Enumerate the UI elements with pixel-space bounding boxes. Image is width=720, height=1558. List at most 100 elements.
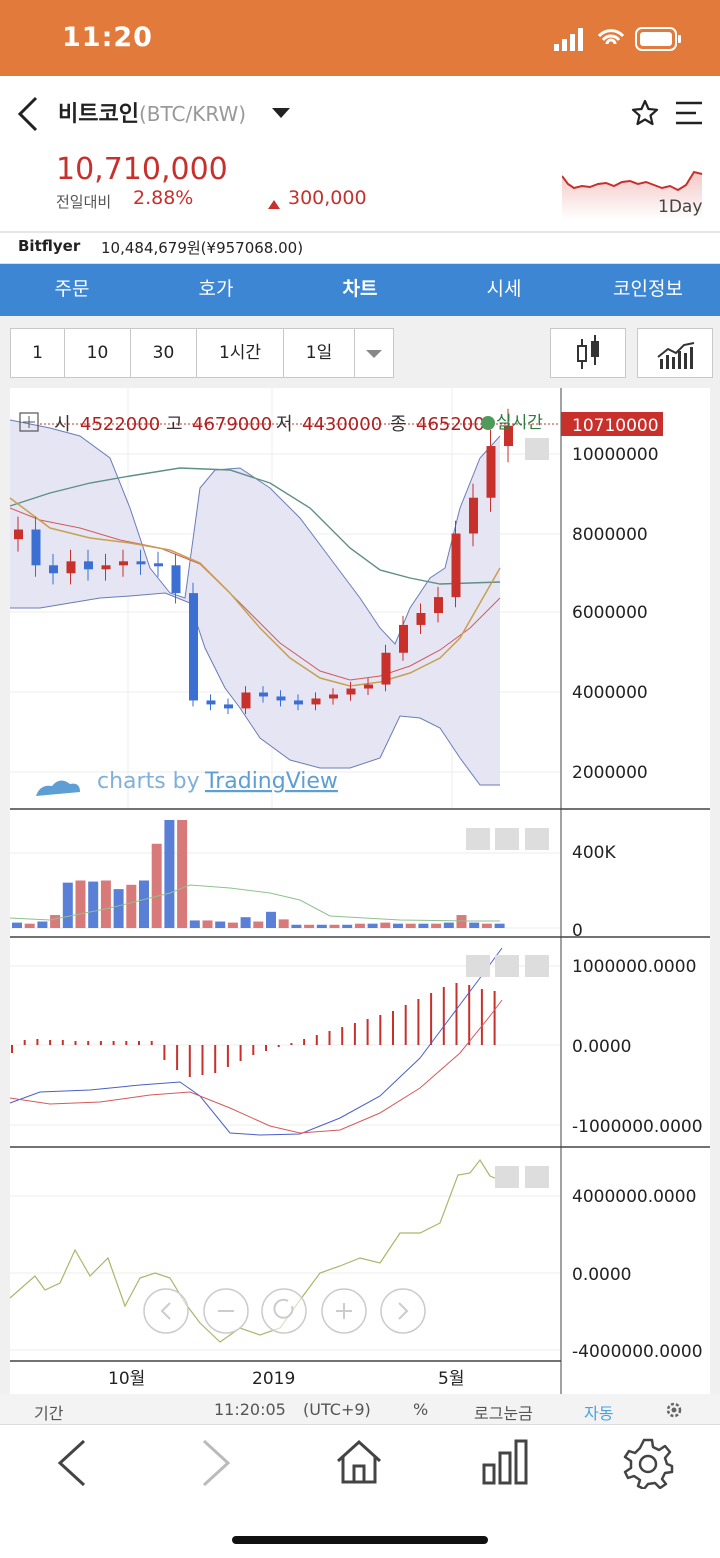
- candle: [259, 692, 268, 697]
- close-label: 종: [390, 414, 407, 435]
- volume-bar: [202, 920, 213, 928]
- price-tick-2m: 2000000: [572, 763, 648, 783]
- reset-icon: [273, 1298, 294, 1319]
- tab-orderbook[interactable]: 호가: [198, 278, 234, 300]
- volume-bar: [139, 880, 149, 928]
- volume-bar: [266, 911, 276, 928]
- volume-bar: [50, 915, 61, 928]
- reset-zoom-button: [261, 1288, 307, 1334]
- volume-bar: [227, 922, 238, 928]
- settings-icon[interactable]: [622, 1437, 674, 1489]
- low-label: 저: [276, 414, 293, 435]
- chart-area[interactable]: 시 4522000 고 4679000 저 4430000 종 465200 실…: [0, 388, 720, 1394]
- ma-long-line: [9, 497, 501, 687]
- sparkline-label: 1Day: [658, 197, 703, 217]
- price-tick-10m: 10000000: [572, 445, 659, 465]
- nav-back-icon[interactable]: [52, 1437, 92, 1489]
- change-value: 300,000: [288, 187, 367, 209]
- candle: [329, 694, 338, 699]
- home-icon[interactable]: [334, 1439, 384, 1485]
- candle: [14, 529, 23, 540]
- coin-select-caret-icon[interactable]: [272, 108, 290, 118]
- tab-coin-info[interactable]: 코인정보: [613, 278, 683, 300]
- high-value: 4679000: [192, 414, 272, 435]
- volume-bar: [62, 882, 73, 928]
- tab-order[interactable]: 주문: [54, 278, 90, 300]
- volume-bar: [329, 924, 340, 928]
- volume-bar: [494, 923, 505, 928]
- open-value: 4522000: [80, 414, 160, 435]
- volume-bar: [304, 924, 315, 928]
- macd-tick-2: 0.0000: [572, 1037, 631, 1057]
- candle: [119, 561, 128, 566]
- candle: [136, 561, 146, 565]
- interval-10-button[interactable]: 10: [65, 329, 131, 377]
- candle: [399, 624, 408, 653]
- sparkline-chart[interactable]: [562, 164, 704, 220]
- candle: [311, 698, 321, 705]
- settings-small-icon[interactable]: [664, 1400, 684, 1420]
- chevron-left-icon: [160, 1302, 171, 1320]
- chart-nav-icon[interactable]: [480, 1437, 530, 1487]
- change-label: 전일대비: [56, 193, 112, 211]
- star-icon[interactable]: [630, 98, 660, 128]
- interval-30-button[interactable]: 30: [131, 329, 197, 377]
- tradingview-logo-icon: [36, 780, 80, 796]
- home-indicator: [232, 1536, 488, 1544]
- ohlc-legend: 시 4522000 고 4679000 저 4430000 종 465200 실…: [19, 412, 560, 435]
- menu-icon[interactable]: [674, 100, 704, 126]
- middle-band-line: [9, 467, 501, 585]
- interval-dropdown-button[interactable]: [355, 329, 393, 377]
- interval-1-button[interactable]: 1: [11, 329, 65, 377]
- nav-forward-icon[interactable]: [196, 1437, 236, 1489]
- bollinger-band: [10, 420, 500, 785]
- candle: [206, 700, 216, 705]
- log-scale-toggle[interactable]: 로그눈금: [474, 1404, 533, 1423]
- volume-bar: [354, 923, 365, 928]
- interval-selector: 1 10 30 1시간 1일: [10, 328, 394, 378]
- percent-toggle[interactable]: %: [413, 1400, 429, 1419]
- interval-1h-button[interactable]: 1시간: [197, 329, 284, 377]
- indicator-button[interactable]: [637, 328, 713, 378]
- volume-bar: [405, 923, 416, 928]
- volume-bar: [418, 923, 429, 928]
- auto-scale-toggle[interactable]: 자동: [584, 1404, 614, 1423]
- exchange-value: 10,484,679원(¥957068.00): [101, 239, 304, 257]
- volume-bar: [100, 880, 111, 928]
- volume-bar: [443, 922, 454, 928]
- candle: [66, 561, 76, 574]
- interval-1d-button[interactable]: 1일: [284, 329, 355, 377]
- scroll-right-button: [380, 1288, 426, 1334]
- macd-tick-3: -1000000.0000: [572, 1117, 703, 1137]
- up-triangle-icon: [268, 200, 280, 209]
- volume-bar: [126, 884, 137, 928]
- volume-bar: [24, 923, 35, 928]
- high-label: 고: [166, 414, 183, 435]
- tab-market[interactable]: 시세: [486, 278, 522, 300]
- volume-bar: [189, 920, 200, 928]
- volume-tick-0: 0: [572, 921, 583, 941]
- volume-series: [12, 820, 505, 928]
- candle: [469, 497, 478, 534]
- candlestick-series: [14, 408, 513, 715]
- price-tick-4m: 4000000: [572, 683, 648, 703]
- candle-type-button[interactable]: [550, 328, 626, 378]
- back-arrow-icon[interactable]: [14, 94, 42, 134]
- candle: [294, 700, 303, 705]
- open-label: 시: [54, 414, 71, 435]
- volume-bar: [367, 923, 378, 928]
- osc-tick-3: -4000000.0000: [572, 1342, 703, 1362]
- period-label[interactable]: 기간: [34, 1404, 64, 1423]
- osc-tick-2: 0.0000: [572, 1265, 631, 1285]
- candle: [224, 704, 233, 709]
- signal-icon: [554, 44, 559, 51]
- coin-title[interactable]: 비트코인(BTC/KRW): [58, 96, 246, 128]
- volume-bar: [291, 924, 302, 928]
- chart-canvas[interactable]: 시 4522000 고 4679000 저 4430000 종 465200 실…: [0, 388, 720, 1394]
- candle: [101, 565, 111, 570]
- status-bar: 11:20: [0, 0, 720, 76]
- tab-chart[interactable]: 차트: [342, 278, 378, 300]
- x-tick-2019: 2019: [252, 1369, 295, 1389]
- price-tick-6m: 6000000: [572, 603, 648, 623]
- volume-bar: [240, 917, 251, 928]
